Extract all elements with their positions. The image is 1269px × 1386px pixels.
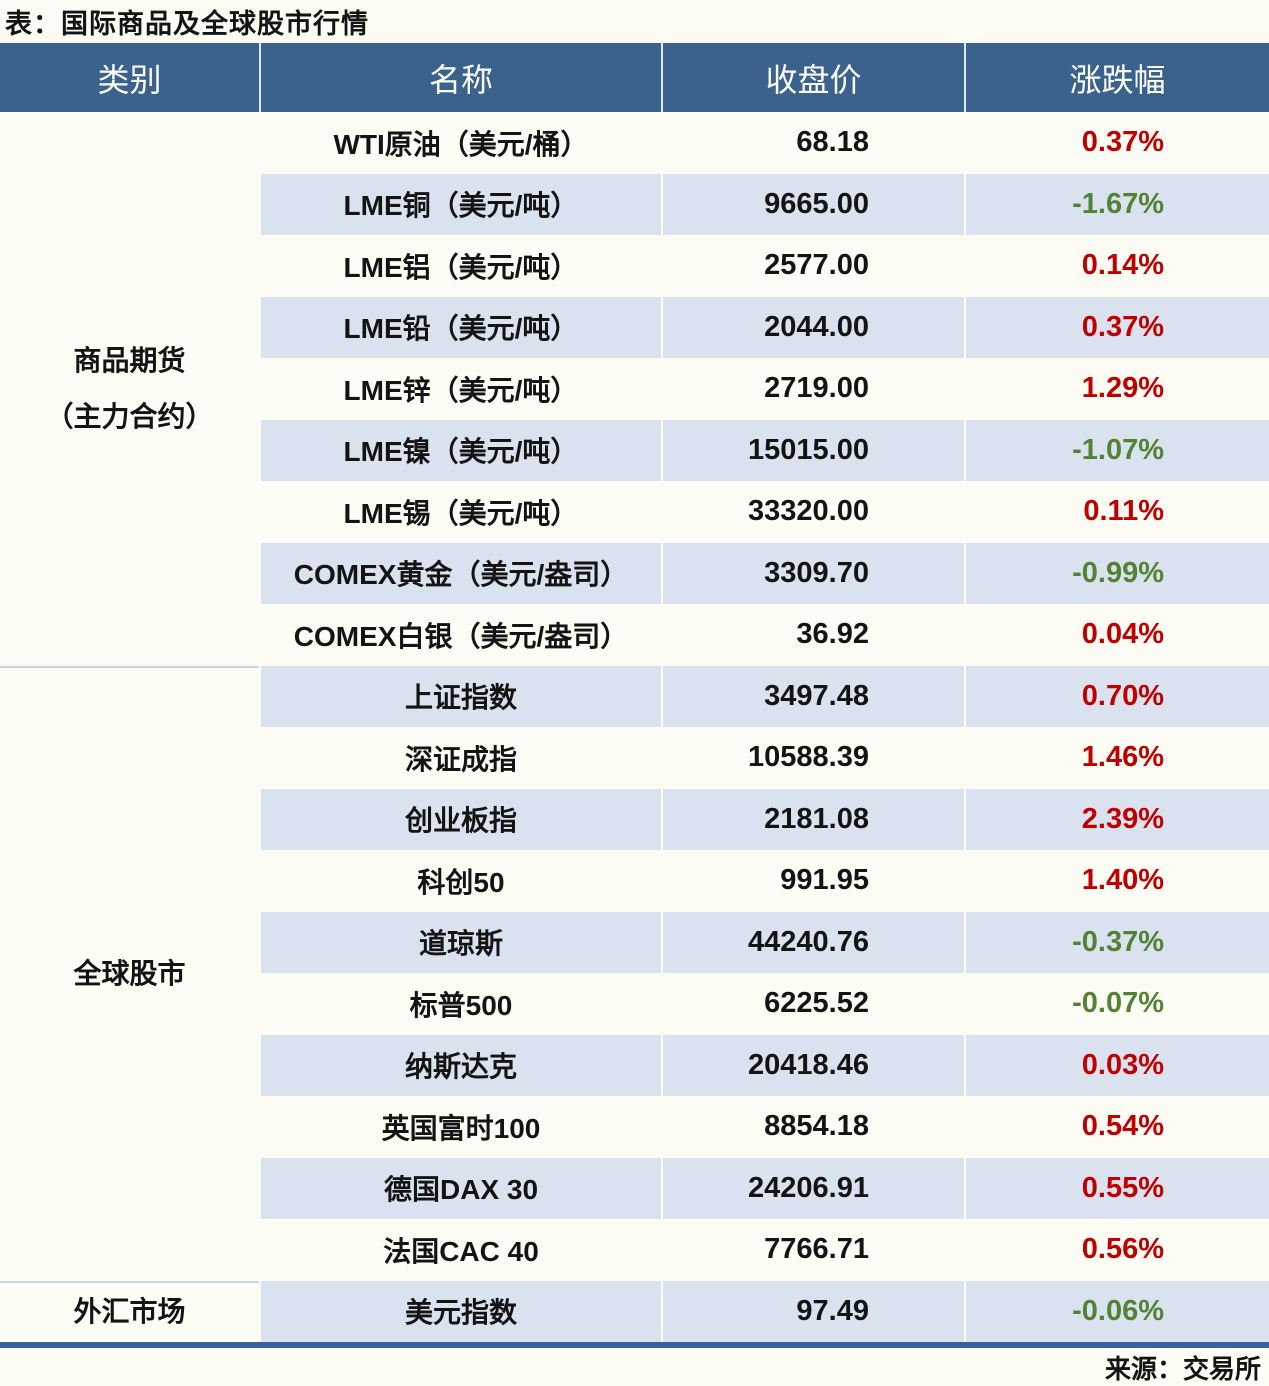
change-cell: 0.55% (964, 1157, 1269, 1219)
market-table: 类别 名称 收盘价 涨跌幅 商品期货 （主力合约） WTI原油（美元/桶） 68.18 0.37… (0, 43, 1269, 1348)
close-cell: 33320.00 (661, 481, 964, 543)
close-cell: 10588.39 (661, 727, 964, 789)
change-cell: 1.46% (964, 727, 1269, 789)
change-cell: 0.04% (964, 604, 1269, 666)
close-cell: 7766.71 (661, 1219, 964, 1281)
name-cell: WTI原油（美元/桶） (259, 112, 661, 174)
name-cell: 创业板指 (259, 788, 661, 850)
name-cell: LME锌（美元/吨） (259, 358, 661, 420)
close-cell: 15015.00 (661, 419, 964, 481)
change-cell: 0.37% (964, 296, 1269, 358)
change-cell: 1.40% (964, 850, 1269, 912)
name-cell: 上证指数 (259, 665, 661, 727)
header-category: 类别 (0, 43, 259, 112)
change-cell: -0.06% (964, 1280, 1269, 1342)
close-cell: 9665.00 (661, 173, 964, 235)
change-cell: -1.07% (964, 419, 1269, 481)
close-cell: 24206.91 (661, 1157, 964, 1219)
name-cell: 纳斯达克 (259, 1034, 661, 1096)
category-cell: 外汇市场 (0, 1280, 259, 1342)
source-note: 来源：交易所 (1104, 1353, 1261, 1384)
header-change: 涨跌幅 (964, 43, 1269, 112)
name-cell: LME锡（美元/吨） (259, 481, 661, 543)
name-cell: LME铜（美元/吨） (259, 173, 661, 235)
change-cell: 0.37% (964, 112, 1269, 174)
category-cell: 商品期货 （主力合约） (0, 112, 259, 666)
change-cell: 2.39% (964, 788, 1269, 850)
close-cell: 3497.48 (661, 665, 964, 727)
name-cell: 科创50 (259, 850, 661, 912)
name-cell: 德国DAX 30 (259, 1157, 661, 1219)
change-cell: -0.37% (964, 911, 1269, 973)
close-cell: 991.95 (661, 850, 964, 912)
category-label-line: （主力合约） (45, 400, 214, 432)
close-cell: 2719.00 (661, 358, 964, 420)
close-cell: 2044.00 (661, 296, 964, 358)
category-cell: 全球股市 (0, 665, 259, 1281)
change-cell: -0.07% (964, 973, 1269, 1035)
table-title: 表：国际商品及全球股市行情 (5, 9, 369, 39)
name-cell: 道琼斯 (259, 911, 661, 973)
name-cell: 英国富时100 (259, 1096, 661, 1158)
category-label-line: 外汇市场 (73, 1296, 186, 1328)
close-cell: 2181.08 (661, 788, 964, 850)
name-cell: 标普500 (259, 973, 661, 1035)
header-close: 收盘价 (661, 43, 964, 112)
close-cell: 3309.70 (661, 542, 964, 604)
change-cell: 0.11% (964, 481, 1269, 543)
category-label-line: 商品期货 (73, 344, 186, 376)
name-cell: 法国CAC 40 (259, 1219, 661, 1281)
close-cell: 2577.00 (661, 235, 964, 297)
close-cell: 97.49 (661, 1280, 964, 1342)
close-cell: 36.92 (661, 604, 964, 666)
close-cell: 20418.46 (661, 1034, 964, 1096)
change-cell: -0.99% (964, 542, 1269, 604)
change-cell: 0.14% (964, 235, 1269, 297)
close-cell: 8854.18 (661, 1096, 964, 1158)
change-cell: 0.03% (964, 1034, 1269, 1096)
name-cell: LME镍（美元/吨） (259, 419, 661, 481)
header-name: 名称 (259, 43, 661, 112)
close-cell: 44240.76 (661, 911, 964, 973)
name-cell: COMEX白银（美元/盎司） (259, 604, 661, 666)
category-label-line: 全球股市 (73, 958, 186, 989)
close-cell: 6225.52 (661, 973, 964, 1035)
name-cell: 美元指数 (259, 1280, 661, 1342)
change-cell: 0.70% (964, 665, 1269, 727)
change-cell: 0.56% (964, 1219, 1269, 1281)
change-cell: -1.67% (964, 173, 1269, 235)
change-cell: 0.54% (964, 1096, 1269, 1158)
name-cell: 深证成指 (259, 727, 661, 789)
name-cell: LME铅（美元/吨） (259, 296, 661, 358)
name-cell: COMEX黄金（美元/盎司） (259, 542, 661, 604)
close-cell: 68.18 (661, 112, 964, 174)
name-cell: LME铝（美元/吨） (259, 235, 661, 297)
change-cell: 1.29% (964, 358, 1269, 420)
